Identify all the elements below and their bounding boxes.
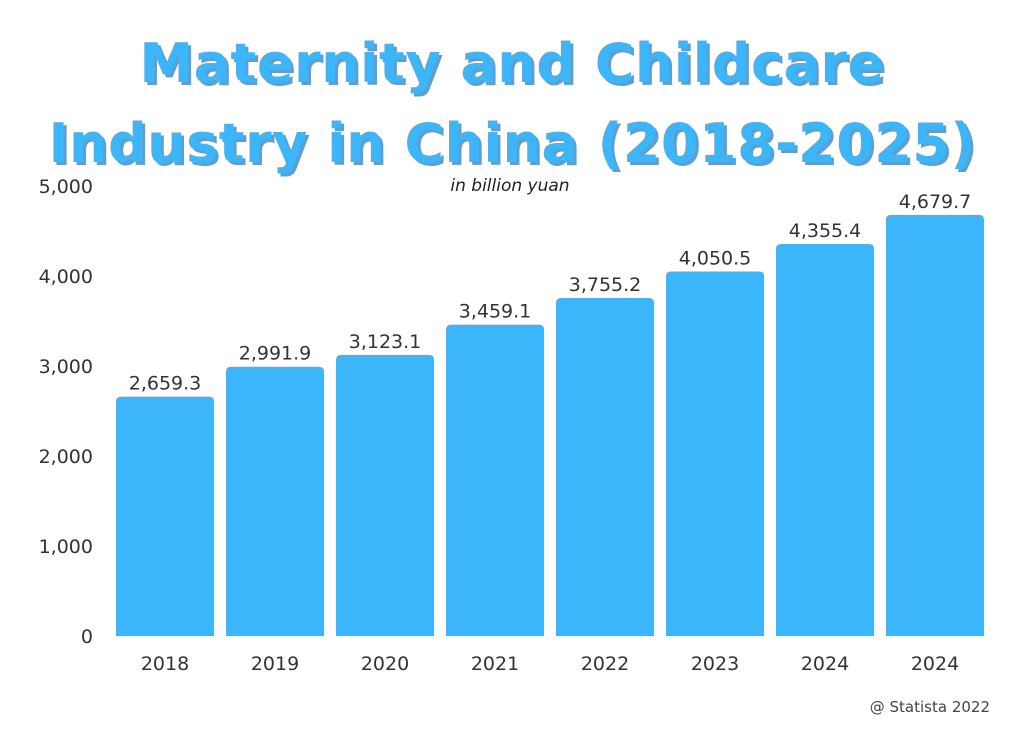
y-tick-label: 1,000 bbox=[39, 536, 93, 558]
bar bbox=[336, 354, 434, 636]
data-label: 3,459.1 bbox=[459, 301, 532, 323]
data-label: 2,991.9 bbox=[239, 343, 312, 365]
data-label: 2,659.3 bbox=[129, 373, 202, 395]
data-label: 4,050.5 bbox=[679, 247, 752, 269]
bar bbox=[776, 244, 874, 636]
x-tick-label: 2022 bbox=[581, 653, 629, 675]
x-tick-label: 2023 bbox=[691, 653, 739, 675]
y-tick-label: 5,000 bbox=[39, 176, 93, 198]
y-tick-label: 0 bbox=[81, 626, 93, 648]
chart-subtitle: in billion yuan bbox=[450, 176, 569, 196]
bar bbox=[556, 298, 654, 636]
data-label: 4,355.4 bbox=[789, 220, 862, 242]
y-tick-label: 2,000 bbox=[39, 446, 93, 468]
x-tick-label: 2024 bbox=[911, 653, 959, 675]
data-label: 3,755.2 bbox=[569, 274, 642, 296]
x-tick-label: 2018 bbox=[141, 653, 189, 675]
y-tick-label: 3,000 bbox=[39, 356, 93, 378]
chart-title: Maternity and Childcare Industry in Chin… bbox=[0, 24, 1024, 184]
x-tick-label: 2024 bbox=[801, 653, 849, 675]
bar bbox=[116, 396, 214, 636]
chart-title-line-1: Maternity and Childcare bbox=[139, 32, 885, 95]
x-tick-label: 2020 bbox=[361, 653, 409, 675]
data-label: 4,679.7 bbox=[899, 191, 972, 213]
x-tick-label: 2019 bbox=[251, 653, 299, 675]
source-credit: @ Statista 2022 bbox=[869, 698, 990, 716]
bar bbox=[226, 366, 324, 636]
bar bbox=[886, 214, 984, 636]
chart-title-line-2: Industry in China (2018-2025) bbox=[48, 112, 976, 175]
bar bbox=[446, 324, 544, 636]
y-tick-label: 4,000 bbox=[39, 266, 93, 288]
x-tick-label: 2021 bbox=[471, 653, 519, 675]
bar bbox=[666, 271, 764, 636]
data-label: 3,123.1 bbox=[349, 331, 422, 353]
